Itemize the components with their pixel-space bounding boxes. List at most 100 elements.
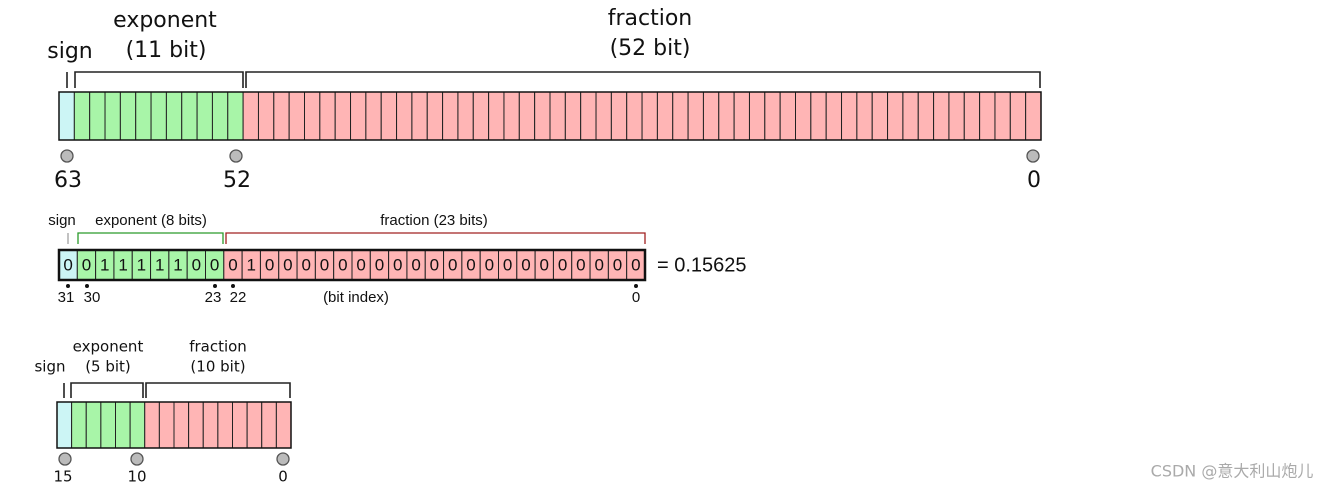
- index-dots: [66, 284, 638, 288]
- bit-cell: [304, 91, 321, 141]
- bit-index: 23: [205, 289, 222, 306]
- bit-cell: [73, 91, 91, 141]
- bit-value: 0: [228, 255, 237, 274]
- bit-cell: [887, 91, 904, 141]
- bit-cell: [232, 401, 248, 449]
- bit-cell: [380, 91, 398, 141]
- exponent-bits: (11 bit): [126, 38, 207, 63]
- bit-value: 0: [576, 255, 585, 274]
- bit-value: 1: [100, 255, 109, 274]
- bit-cell: [549, 91, 566, 141]
- bit-value: 0: [411, 255, 420, 274]
- bit-cell: [319, 91, 336, 141]
- bit-index: 0: [1027, 168, 1041, 193]
- register-outline: [56, 401, 292, 449]
- bit-cell: [564, 91, 582, 141]
- bit-cell: [350, 91, 367, 141]
- bit-cell: [261, 401, 277, 449]
- bracket: [66, 71, 1041, 88]
- bit-value: 0: [338, 255, 347, 274]
- bit-value: 0: [594, 255, 603, 274]
- index-marker: [130, 452, 144, 466]
- bit-cell: [503, 91, 520, 141]
- bit-value: 0: [540, 255, 549, 274]
- result: = 0.15625: [657, 254, 747, 276]
- bit-index: 31: [58, 289, 75, 306]
- bit-cell: [733, 91, 750, 141]
- bit-value: 1: [137, 255, 146, 274]
- bit-cell: [275, 401, 292, 449]
- bit-index: 0: [632, 289, 640, 306]
- sign-label: sign: [47, 39, 92, 64]
- bit-cell: [933, 91, 950, 141]
- bit-cell: [825, 91, 843, 141]
- bit-cell: [917, 91, 935, 141]
- bit-value: 1: [118, 255, 127, 274]
- bit-index: 63: [54, 168, 82, 193]
- bit-value: 0: [631, 255, 640, 274]
- bit-cell: [841, 91, 858, 141]
- bit-index-caption: (bit index): [323, 289, 389, 306]
- exponent-label: exponent: [113, 8, 217, 33]
- bit-cell: [227, 91, 244, 141]
- bit-cell: [334, 91, 352, 141]
- bit-cell: [89, 91, 106, 141]
- bit-cell: [518, 91, 536, 141]
- bit-cell: [211, 91, 229, 141]
- bit-value: 0: [265, 255, 274, 274]
- single-labels: sign exponent (8 bits) fraction (23 bits…: [48, 212, 746, 306]
- bit-cell: [748, 91, 766, 141]
- bit-index: 0: [278, 468, 288, 486]
- bit-cell: [257, 91, 275, 141]
- bit-cell: [135, 91, 152, 141]
- bracket: [63, 382, 291, 398]
- bit-cell: [626, 91, 643, 141]
- bit-cell: [856, 91, 873, 141]
- bit-value: 1: [247, 255, 256, 274]
- bit-cell: [165, 91, 183, 141]
- bit-cell: [85, 401, 102, 449]
- bit-value: 0: [613, 255, 622, 274]
- bit-index: 52: [223, 168, 251, 193]
- fraction-bits: (10 bit): [190, 358, 245, 376]
- bit-cell: [610, 91, 628, 141]
- bit-cell: [871, 91, 889, 141]
- bit-cell: [396, 91, 413, 141]
- bit-cell: [457, 91, 474, 141]
- bit-value: 0: [466, 255, 475, 274]
- bit-cell: [948, 91, 965, 141]
- bit-cell: [534, 91, 551, 141]
- bit-value: 1: [155, 255, 164, 274]
- bit-cell: [1025, 91, 1042, 141]
- bit-cell: [288, 91, 305, 141]
- bit-value: 0: [430, 255, 439, 274]
- bit-cell: [104, 91, 121, 141]
- bit-value: 0: [283, 255, 292, 274]
- bit-value: 0: [558, 255, 567, 274]
- bit-cell: [158, 401, 175, 449]
- bit-value: 0: [192, 255, 201, 274]
- exponent-label: exponent: [73, 338, 144, 356]
- bit-cell: [242, 91, 259, 141]
- bit-cell: [217, 401, 233, 449]
- bit-cell: [442, 91, 459, 141]
- bracket: [77, 232, 224, 244]
- bit-value: 0: [503, 255, 512, 274]
- bit-index: 22: [230, 289, 247, 306]
- bit-value: 0: [375, 255, 384, 274]
- bit-cell: [115, 401, 131, 449]
- bit-cell: [979, 91, 996, 141]
- register-outline: [57, 248, 647, 282]
- fraction-label: fraction: [189, 338, 247, 356]
- bit-value: 0: [448, 255, 457, 274]
- bracket: [225, 232, 646, 244]
- exponent-label: exponent (8 bits): [95, 212, 207, 229]
- exponent-bits: (5 bit): [85, 358, 131, 376]
- bit-cell: [472, 91, 490, 141]
- sign-label: sign: [48, 212, 76, 229]
- bit-value: 0: [320, 255, 329, 274]
- bit-cell: [702, 91, 720, 141]
- bit-cell: [246, 401, 263, 449]
- bit-cell: [963, 91, 981, 141]
